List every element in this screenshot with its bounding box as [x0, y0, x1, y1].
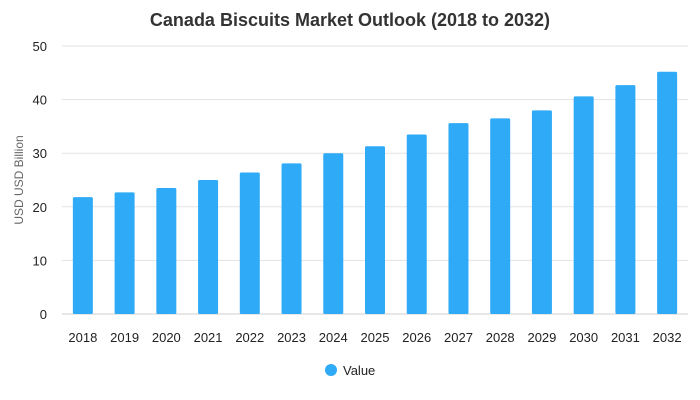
bar-2025[interactable]	[365, 146, 385, 314]
bar-2030[interactable]	[573, 96, 594, 314]
bar-2031[interactable]	[615, 85, 636, 315]
bar-2021[interactable]	[198, 180, 219, 314]
x-tick-label: 2019	[110, 330, 139, 345]
bar-2026[interactable]	[406, 134, 427, 314]
bar-2027[interactable]	[448, 123, 469, 315]
legend-swatch-value[interactable]	[325, 364, 337, 376]
y-tick-label: 20	[33, 200, 47, 215]
bar-2023[interactable]	[281, 163, 302, 314]
x-axis: 2018 2019 2020 2021 2022 2023 2024 2025 2026 2027…	[68, 330, 681, 345]
x-tick-label: 2027	[444, 330, 473, 345]
x-tick-label: 2024	[319, 330, 348, 345]
x-tick-label: 2022	[235, 330, 264, 345]
x-tick-label: 2030	[569, 330, 598, 345]
bar-2029[interactable]	[531, 110, 552, 314]
x-tick-label: 2025	[361, 330, 390, 345]
y-tick-label: 40	[33, 93, 47, 108]
x-tick-label: 2026	[402, 330, 431, 345]
x-tick-label: 2032	[653, 330, 682, 345]
x-tick-label: 2028	[486, 330, 515, 345]
chart-title: Canada Biscuits Market Outlook (2018 to …	[150, 10, 550, 30]
x-tick-label: 2031	[611, 330, 640, 345]
x-tick-label: 2029	[527, 330, 556, 345]
bar-2019[interactable]	[114, 192, 135, 314]
bar-2020[interactable]	[156, 188, 177, 314]
bar-2028[interactable]	[490, 118, 511, 314]
y-tick-label: 0	[40, 307, 47, 322]
x-tick-label: 2018	[68, 330, 97, 345]
x-tick-label: 2021	[194, 330, 223, 345]
x-tick-label: 2023	[277, 330, 306, 345]
y-tick-label: 50	[33, 39, 47, 54]
bar-2018[interactable]	[72, 197, 93, 314]
bar-2024[interactable]	[323, 153, 344, 314]
y-axis-title: USD USD Billion	[12, 135, 26, 224]
x-tick-label: 2020	[152, 330, 181, 345]
legend-label-value[interactable]: Value	[343, 363, 375, 378]
y-axis: 0 10 20 30 40 50	[33, 39, 47, 322]
legend[interactable]: Value	[325, 363, 375, 378]
y-tick-label: 10	[33, 253, 47, 268]
bar-2022[interactable]	[239, 172, 260, 314]
bar-layer	[72, 71, 678, 315]
y-tick-label: 30	[33, 146, 47, 161]
bar-2032[interactable]	[657, 71, 678, 314]
